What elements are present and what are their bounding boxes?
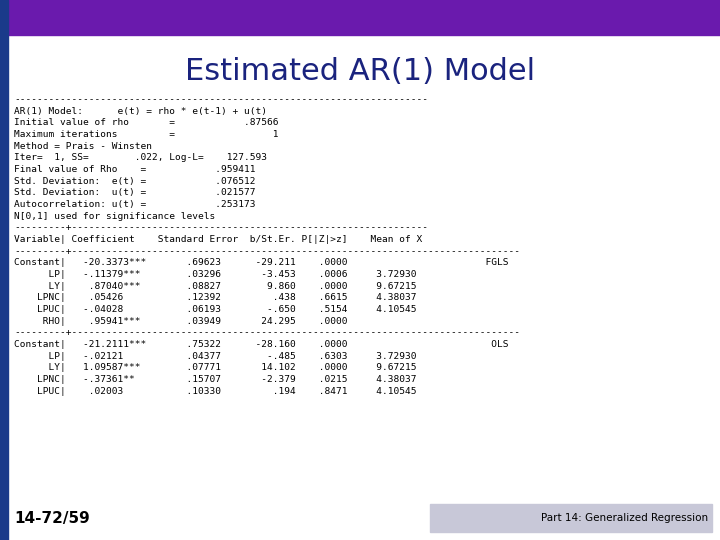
Text: ------------------------------------------------------------------------
AR(1) M: ----------------------------------------…	[14, 95, 520, 395]
Bar	[0, 0, 720, 35]
Text: Estimated AR(1) Model: Estimated AR(1) Model	[185, 57, 535, 86]
Bar	[430, 504, 712, 532]
Text: Part 14: Generalized Regression: Part 14: Generalized Regression	[541, 513, 708, 523]
Text: 14-72/59: 14-72/59	[14, 510, 90, 525]
Bar	[0, 0, 8, 540]
